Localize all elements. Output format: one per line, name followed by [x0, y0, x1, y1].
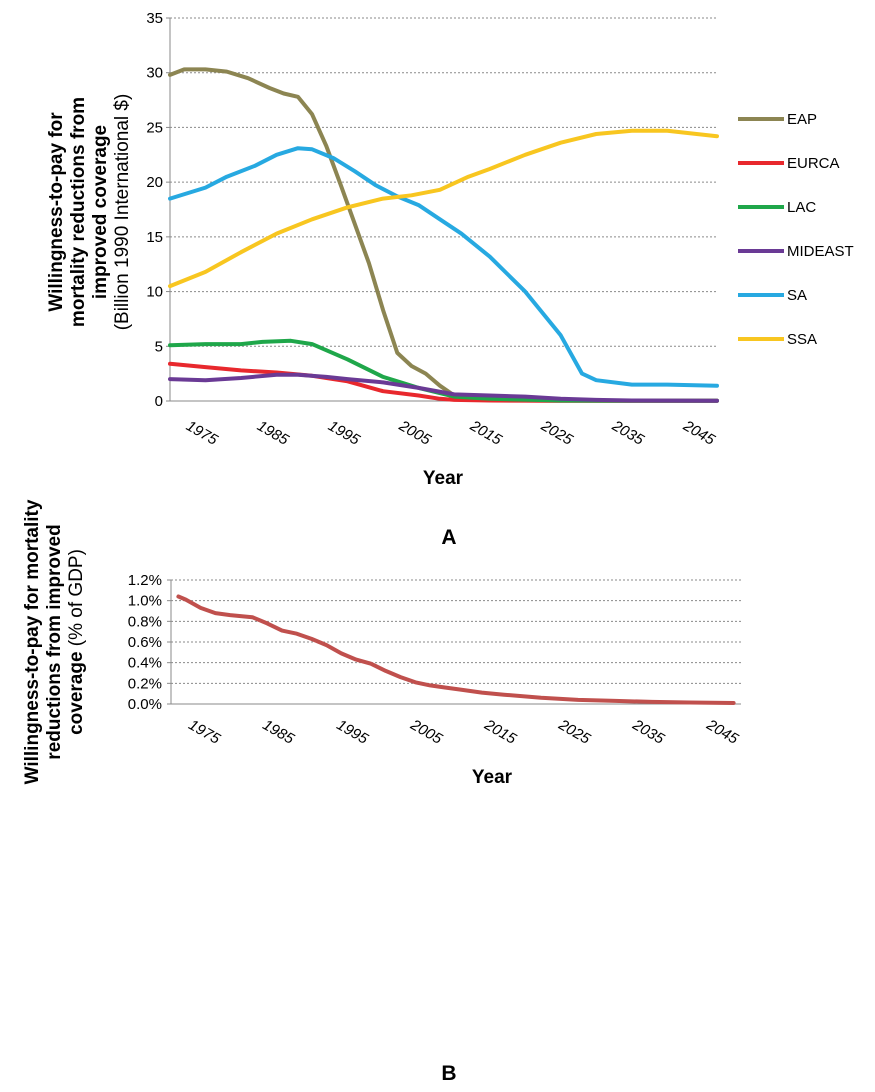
panel-a-x-tick-label: 2045: [679, 417, 718, 449]
panel-a-series-ssa: [168, 128, 719, 289]
panel-a-y-tick-label: 35: [146, 10, 163, 27]
panel-a-x-tick-label: 1975: [183, 417, 221, 449]
panel-b-y-axis-title: Willingness-to-pay for mortalityreductio…: [22, 499, 87, 784]
panel-a-y-tick-label: 20: [146, 174, 163, 191]
panel-a-x-tick-label: 2025: [537, 417, 576, 449]
panel-a-gridlines: [166, 17, 717, 402]
panel-a-x-tick-label: 2005: [395, 417, 434, 449]
panel-b-x-tick-label: 2005: [407, 716, 446, 748]
panel-b-y-tick-label: 0.4%: [128, 655, 162, 672]
panel-b-y-tick-label: 1.2%: [128, 572, 162, 589]
panel-b-gridlines: [167, 579, 741, 705]
panel-b-label: B: [441, 1062, 456, 1085]
panel-a-y-tick-label: 5: [155, 338, 163, 355]
panel-b-y-tick-label: 0.8%: [128, 613, 162, 630]
panel-a-y-tick-label: 0: [155, 393, 163, 410]
panel-a-series-sa: [168, 146, 719, 388]
panel-a-y-tick-label: 30: [146, 65, 163, 82]
panel-a-y-title-line: mortality reductions from: [68, 97, 89, 327]
panel-a-x-tick-label: 1985: [254, 417, 292, 449]
panel-b-series-line: [176, 594, 736, 705]
panel-b-x-tick-labels: 1975 1985 1995 2005 2015 2025 2035 2045: [186, 716, 742, 748]
panel-a-series-mideast: [168, 372, 719, 403]
panel-a-x-tick-label: 2035: [608, 417, 647, 449]
legend-label-eap: EAP: [787, 111, 817, 128]
panel-b-x-tick-label: 1985: [260, 716, 298, 748]
panel-a-label: A: [441, 526, 456, 549]
panel-a-series: [168, 67, 719, 403]
panel-a-y-tick-label: 25: [146, 119, 163, 136]
panel-b-y-tick-label: 0.0%: [128, 696, 162, 713]
legend-label-lac: LAC: [787, 199, 816, 216]
panel-a-y-title-line: improved coverage: [90, 125, 111, 299]
panel-b-x-tick-label: 1995: [334, 716, 372, 748]
panel-a-y-axis-title: Willingness-to-pay formortality reductio…: [46, 94, 133, 331]
panel-a-x-tick-label: 1995: [325, 417, 363, 449]
panel-b-x-tick-label: 1975: [186, 716, 224, 748]
panel-a-x-tick-labels: 1975 1985 1995 2005 2015 2025 2035 2045: [183, 417, 718, 449]
panel-b-y-tick-label: 0.6%: [128, 634, 162, 651]
panel-b-x-axis-title: Year: [472, 767, 513, 788]
legend-label-eurca: EURCA: [787, 155, 840, 172]
panel-b-y-title-line: Willingness-to-pay for mortality: [22, 499, 43, 784]
legend-label-sa: SA: [787, 287, 807, 304]
panel-b-series: [176, 594, 736, 705]
panel-b-x-tick-label: 2035: [629, 716, 668, 748]
panel-b-x-tick-label: 2045: [703, 716, 742, 748]
panel-b-y-tick-label: 0.2%: [128, 675, 162, 692]
panel-b-chart: 0.0% 0.2% 0.4% 0.6% 0.8% 1.0% 1.2% 1975 1985 199…: [22, 499, 742, 1085]
panel-b-y-title-line: coverage (% of GDP): [66, 549, 87, 735]
panel-a-y-tick-label: 15: [146, 229, 163, 246]
panel-a-x-axis-title: Year: [423, 468, 464, 489]
panel-b-x-tick-label: 2015: [481, 716, 520, 748]
panel-a-y-title-line: Willingness-to-pay for: [46, 112, 67, 312]
panel-a-legend: EAP EURCA LAC MIDEAST SA SSA: [738, 111, 854, 348]
panel-a-x-tick-label: 2015: [466, 417, 505, 449]
panel-b-y-tick-labels: 0.0% 0.2% 0.4% 0.6% 0.8% 1.0% 1.2%: [128, 572, 162, 713]
panel-b-y-tick-label: 1.0%: [128, 593, 162, 610]
panel-a-y-tick-label: 10: [146, 284, 163, 301]
panel-b-x-tick-label: 2025: [555, 716, 594, 748]
panel-b-y-title-line: reductions from improved: [44, 524, 65, 759]
panel-a-series-eap: [168, 67, 719, 403]
panel-a-y-tick-labels: 0 5 10 15 20 25 30 35: [146, 10, 163, 410]
legend-label-ssa: SSA: [787, 331, 817, 348]
panel-a-y-title-line: (Billion 1990 International $): [112, 94, 133, 331]
legend-label-mideast: MIDEAST: [787, 243, 854, 260]
panel-a-series-lac: [168, 338, 719, 403]
